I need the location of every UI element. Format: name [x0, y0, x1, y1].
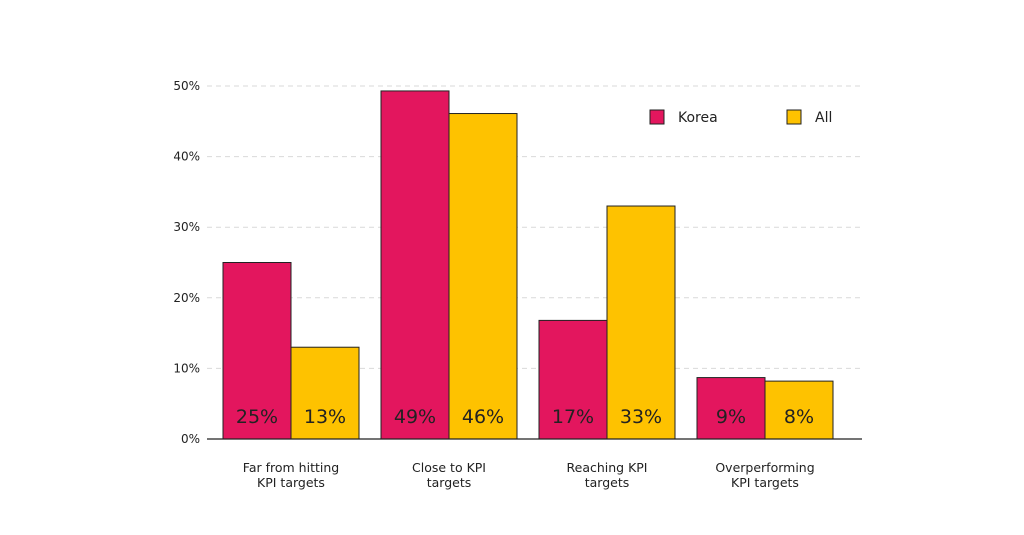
- y-tick-label: 20%: [173, 291, 200, 305]
- data-label: 9%: [716, 406, 746, 428]
- x-category-label: Close to KPI: [412, 460, 486, 475]
- data-label: 49%: [394, 406, 436, 428]
- x-category-label: KPI targets: [257, 475, 325, 490]
- bar-korea: [222, 262, 292, 440]
- y-tick-label: 0%: [181, 432, 200, 446]
- x-category-label: Reaching KPI: [567, 460, 648, 475]
- x-category-label: targets: [427, 475, 472, 490]
- y-tick-label: 10%: [173, 361, 200, 375]
- bar-korea: [538, 319, 608, 440]
- bar-all: [606, 205, 676, 440]
- data-label: 17%: [552, 406, 594, 428]
- x-category-label: targets: [585, 475, 630, 490]
- x-category-label: KPI targets: [731, 475, 799, 490]
- bar-all: [290, 346, 360, 440]
- legend-swatch-korea: [649, 109, 665, 125]
- data-label: 46%: [462, 406, 504, 428]
- bar-korea: [696, 377, 766, 440]
- y-tick-label: 40%: [173, 150, 200, 164]
- y-tick-label: 50%: [173, 79, 200, 93]
- bar-korea: [380, 90, 450, 440]
- data-label: 25%: [236, 406, 278, 428]
- legend-label-all: All: [815, 110, 832, 126]
- bar-all: [448, 113, 518, 440]
- data-label: 8%: [784, 406, 814, 428]
- y-tick-label: 30%: [173, 220, 200, 234]
- bar-all: [764, 380, 834, 440]
- legend-label-korea: Korea: [678, 110, 718, 126]
- data-label: 33%: [620, 406, 662, 428]
- x-category-label: Overperforming: [715, 460, 814, 475]
- legend-swatch-all: [786, 109, 802, 125]
- data-label: 13%: [304, 406, 346, 428]
- x-category-label: Far from hitting: [243, 460, 339, 475]
